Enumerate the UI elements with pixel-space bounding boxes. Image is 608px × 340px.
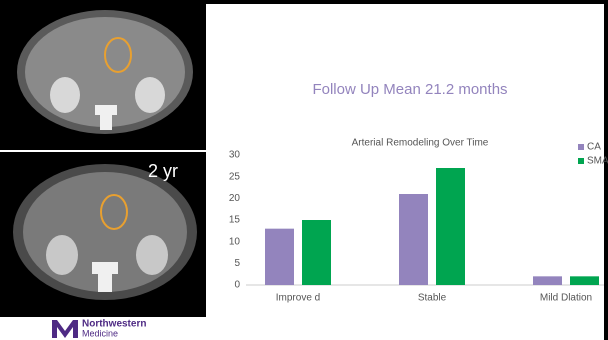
y-tick-label: 15 — [229, 215, 241, 226]
slide-heading: Follow Up Mean 21.2 months — [312, 81, 507, 98]
ct-kidney — [50, 77, 80, 113]
y-tick-label: 20 — [229, 193, 241, 204]
legend-label: CA — [587, 142, 601, 153]
legend-label: SMA — [587, 156, 608, 167]
x-tick-label: Stable — [418, 293, 447, 304]
right-border — [604, 0, 608, 340]
bar — [436, 168, 465, 285]
y-tick-label: 25 — [229, 171, 241, 182]
ct-kidney — [136, 235, 168, 275]
legend-swatch — [578, 144, 584, 150]
y-tick-label: 30 — [229, 150, 241, 161]
ct-kidney — [46, 235, 78, 275]
logo-sub: Medicine — [82, 328, 118, 338]
y-tick-label: 0 — [234, 280, 240, 291]
ct-kidney — [135, 77, 165, 113]
x-tick-label: Improve d — [276, 293, 320, 304]
chart-title: Arterial Remodeling Over Time — [352, 138, 489, 149]
bar — [265, 229, 294, 285]
legend-swatch — [578, 158, 584, 164]
slide: 2 yr Northwestern Medicine Follow Up Mea… — [0, 0, 608, 340]
y-tick-label: 5 — [234, 258, 240, 269]
x-tick-label: Mild Dlation — [540, 293, 592, 304]
bar — [570, 276, 599, 285]
bar — [533, 276, 562, 285]
bar — [399, 194, 428, 285]
bar — [302, 220, 331, 285]
slide-canvas: 2 yr Northwestern Medicine Follow Up Mea… — [0, 0, 608, 340]
y-tick-label: 10 — [229, 236, 241, 247]
image-label: 2 yr — [148, 161, 178, 181]
